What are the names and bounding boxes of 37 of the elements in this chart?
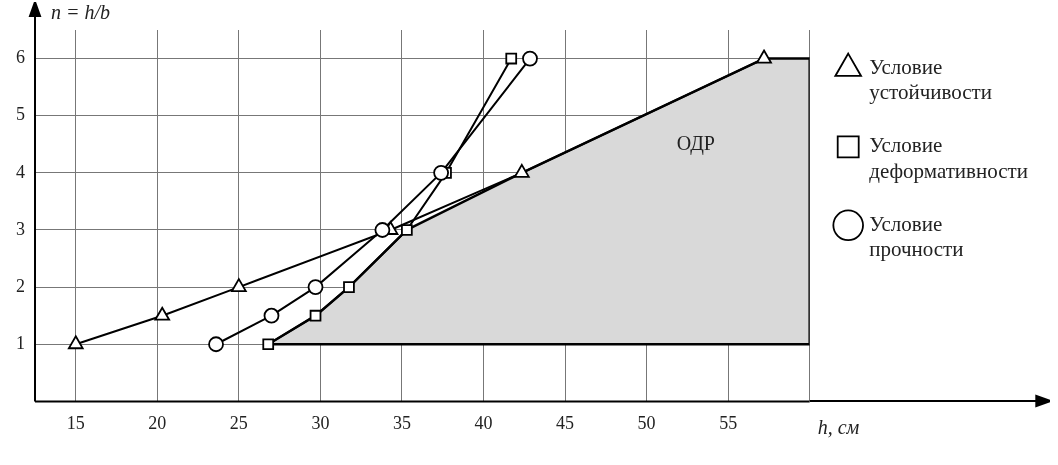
y-tick-label: 2: [16, 275, 25, 296]
point: [522, 50, 538, 67]
annotation: ОДР: [676, 132, 715, 156]
x-tick-label: 30: [311, 412, 330, 433]
point: [756, 49, 772, 64]
point: [307, 279, 324, 296]
point: [514, 163, 530, 178]
point: [262, 338, 275, 351]
point: [154, 306, 171, 321]
x-tick-label: 20: [148, 412, 167, 433]
legend-label: Условие деформативности: [869, 133, 1029, 183]
y-axis-title: n = h/b: [51, 1, 111, 24]
y-tick-label: 3: [16, 218, 25, 239]
x-tick-label: 50: [637, 412, 656, 433]
legend-label: Условие устойчивости: [869, 55, 992, 105]
x-tick-label: 45: [556, 412, 575, 433]
point: [67, 335, 84, 350]
point: [505, 52, 518, 65]
x-axis-title: h, см: [817, 415, 860, 438]
legend-label: Условие прочности: [869, 211, 964, 262]
x-tick-label: 25: [229, 412, 248, 433]
point: [343, 281, 355, 293]
point: [433, 164, 450, 181]
point: [263, 307, 280, 324]
point: [401, 224, 413, 236]
y-tick-label: 5: [16, 104, 25, 125]
x-tick-label: 15: [66, 412, 85, 433]
point: [208, 336, 224, 353]
x-tick-label: 55: [719, 412, 738, 433]
x-tick-label: 40: [474, 412, 493, 433]
y-tick-label: 1: [16, 333, 25, 353]
x-tick-label: 35: [392, 412, 411, 433]
point: [374, 222, 391, 238]
point: [309, 309, 322, 322]
y-tick-label: 6: [16, 47, 25, 68]
y-tick-label: 4: [16, 161, 25, 182]
point: [231, 278, 247, 293]
